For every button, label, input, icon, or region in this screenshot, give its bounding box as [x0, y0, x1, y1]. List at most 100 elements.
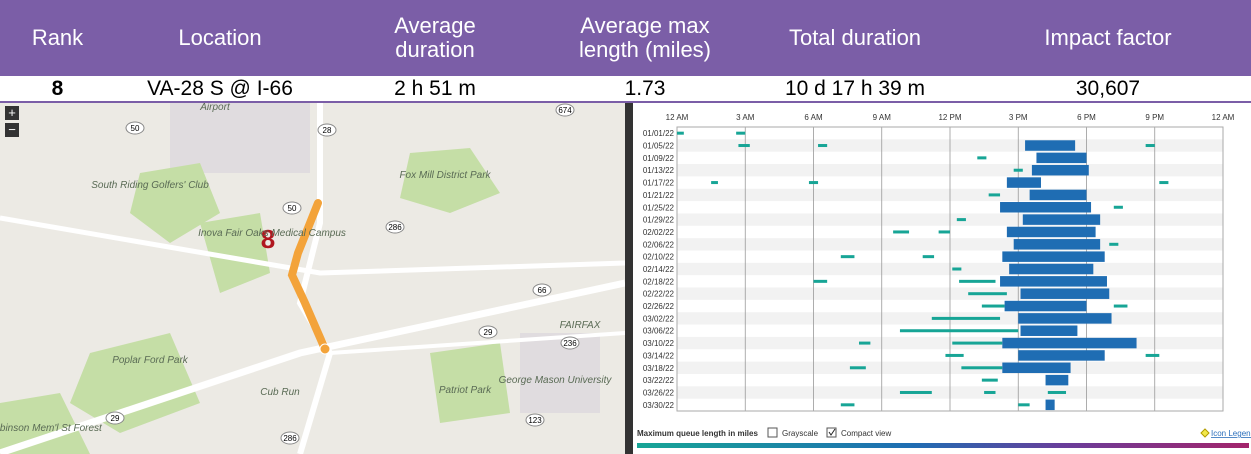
- checkbox-label[interactable]: Compact view: [841, 429, 891, 438]
- shield-label: 123: [528, 416, 542, 425]
- queue-segment: [849, 366, 866, 370]
- queue-segment: [981, 304, 1005, 308]
- queue-segment: [1018, 403, 1030, 407]
- map-label: Fox Mill District Park: [399, 170, 491, 181]
- legend-title: Maximum queue length in miles: [637, 429, 758, 438]
- shield-label: 674: [558, 106, 572, 115]
- queue-segment: [1013, 168, 1023, 172]
- x-tick-label: 12 AM: [1212, 113, 1235, 122]
- header-cell: Total duration: [788, 25, 922, 50]
- y-tick-label: 03/26/22: [643, 388, 675, 397]
- zoom-in-label[interactable]: +: [8, 105, 16, 120]
- campus: [520, 333, 600, 413]
- table-header: Rank Location Average duration Average m…: [0, 0, 1251, 76]
- x-tick-label: 12 AM: [666, 113, 689, 122]
- queue-segment: [961, 366, 1003, 370]
- header-cell: Average duration: [394, 13, 476, 62]
- zoom-out[interactable]: [5, 123, 19, 137]
- park: [430, 343, 510, 423]
- queue-segment: [977, 156, 987, 160]
- x-tick-label: 9 PM: [1145, 113, 1164, 122]
- route-shield: [280, 431, 300, 445]
- queue-segment: [945, 353, 964, 357]
- chart-bg: [633, 103, 1251, 454]
- queue-segment: [1145, 353, 1160, 357]
- route: [287, 199, 329, 353]
- cell: 8: [51, 76, 64, 100]
- queue-segment: [1006, 226, 1096, 238]
- park: [70, 333, 200, 433]
- map: 8 + − Airport Fox Mill District Park South…: [0, 103, 626, 454]
- map-label: Patriot Park: [439, 385, 492, 396]
- y-tick-label: 02/10/22: [643, 253, 675, 262]
- header-cell: Rank: [31, 25, 84, 50]
- queue-segment: [956, 218, 966, 222]
- y-tick-label: 03/22/22: [643, 376, 675, 385]
- y-tick-label: 02/26/22: [643, 302, 675, 311]
- queue-segment: [1002, 362, 1071, 374]
- shield-label: 66: [538, 286, 547, 295]
- queue-segment: [1020, 325, 1078, 336]
- route-shield: [105, 411, 125, 425]
- y-tick-label: 01/09/22: [643, 154, 675, 163]
- splitter[interactable]: [625, 103, 633, 454]
- queue-segment: [1109, 242, 1119, 246]
- zoom-out-label[interactable]: −: [8, 122, 16, 137]
- y-tick-label: 03/30/22: [643, 401, 675, 410]
- map-label: Cub Run: [260, 387, 300, 398]
- map-label: George Mason University: [499, 375, 613, 386]
- table-row: 8 VA-28 S @ I-66 2 h 51 m 1.73 10 d 17 h…: [0, 76, 1251, 103]
- icon-legend-link[interactable]: Icon Legend: [1211, 429, 1251, 438]
- y-tick-label: 02/18/22: [643, 277, 675, 286]
- y-tick-label: 01/17/22: [643, 179, 675, 188]
- queue-segment: [1018, 350, 1105, 361]
- queue-segment: [1004, 300, 1087, 312]
- header-cell: Location: [178, 25, 262, 50]
- checkbox[interactable]: [826, 427, 837, 438]
- queue-segment: [859, 341, 871, 345]
- y-tick-label: 02/02/22: [643, 228, 675, 237]
- queue-segment: [922, 255, 935, 259]
- route-shield: [385, 220, 405, 234]
- x-tick-label: 6 AM: [804, 113, 823, 122]
- y-tick-label: 01/21/22: [643, 191, 675, 200]
- cell: VA-28 S @ I-66: [147, 76, 293, 100]
- queue-segment: [813, 279, 828, 283]
- header-cell: Impact factor: [1044, 25, 1172, 50]
- queue-segment: [968, 292, 1007, 296]
- shield-label: 286: [283, 434, 297, 443]
- shield-label: 29: [484, 328, 493, 337]
- queue-segment: [988, 193, 1001, 197]
- park: [0, 393, 90, 454]
- queue-segment: [1045, 399, 1055, 411]
- queue-segment: [1113, 205, 1123, 209]
- queue-segment: [808, 181, 819, 185]
- queue-segment: [736, 131, 746, 135]
- y-tick-label: 02/22/22: [643, 290, 675, 299]
- y-tick-label: 01/13/22: [643, 166, 675, 175]
- color-scale: [637, 443, 1249, 448]
- zoom-in[interactable]: [5, 106, 19, 120]
- y-tick-label: 01/05/22: [643, 142, 675, 151]
- queue-segment: [1000, 276, 1107, 287]
- checkbox[interactable]: [767, 427, 778, 438]
- queue-segment: [1002, 251, 1105, 262]
- shield-label: 236: [563, 339, 577, 348]
- header-cell: Average max length (miles): [578, 13, 712, 62]
- route-shield: [317, 123, 337, 137]
- x-tick-label: 3 AM: [736, 113, 755, 122]
- queue-segment: [738, 144, 750, 148]
- queue-segment: [893, 230, 910, 234]
- queue-segment: [1009, 263, 1094, 275]
- road: [0, 279, 626, 454]
- queue-segment: [1013, 239, 1101, 250]
- queue-segment: [1145, 144, 1155, 148]
- queue-segment: [1018, 313, 1112, 324]
- y-tick-label: 03/02/22: [643, 314, 675, 323]
- x-tick-label: 3 PM: [1009, 113, 1028, 122]
- queue-segment: [899, 390, 932, 394]
- cell: 1.73: [624, 76, 666, 100]
- queue-segment: [711, 181, 718, 185]
- checkbox-label[interactable]: Grayscale: [782, 429, 819, 438]
- queue-segment: [1006, 177, 1041, 188]
